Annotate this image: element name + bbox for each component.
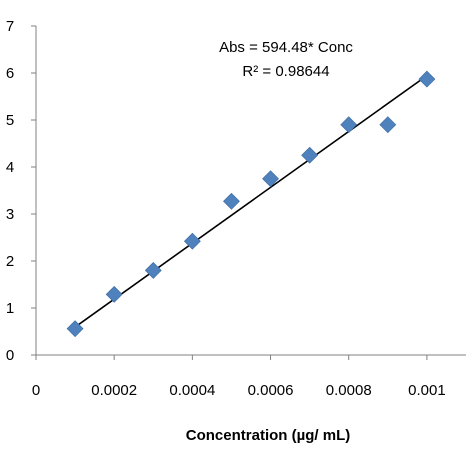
y-tick-label: 0	[6, 347, 14, 364]
x-tick-label: 0.0006	[248, 382, 294, 399]
data-point	[340, 116, 358, 134]
y-tick-label: 3	[6, 206, 14, 223]
y-tick-label: 5	[6, 112, 14, 129]
y-axis: 0 1 2 3 4 5 6 7	[6, 18, 37, 364]
data-point	[379, 116, 397, 134]
y-tick-label: 4	[6, 159, 14, 176]
data-point	[105, 285, 123, 303]
data-point	[66, 320, 84, 338]
trendline-segment	[74, 74, 428, 328]
data-points	[66, 70, 436, 338]
x-tick-label: 0	[32, 382, 40, 399]
data-point	[301, 146, 319, 164]
x-axis: 0 0.0002 0.0004 0.0006 0.0008 0.001	[32, 354, 466, 399]
x-tick-label: 0.001	[408, 382, 446, 399]
y-tick-label: 7	[6, 18, 14, 35]
x-tick-label: 0.0004	[169, 382, 215, 399]
y-tick-label: 2	[6, 253, 14, 270]
r-squared-annotation: R² = 0.98644	[242, 63, 329, 80]
y-tick-label: 1	[6, 300, 14, 317]
trendline	[74, 74, 428, 328]
x-tick-label: 0.0002	[91, 382, 137, 399]
equation-annotation: Abs = 594.48* Conc	[219, 39, 353, 56]
data-point	[223, 192, 240, 210]
data-point	[262, 170, 279, 188]
x-axis-title: Concentration (µg/ mL)	[186, 427, 350, 444]
data-point	[144, 261, 162, 279]
y-tick-label: 6	[6, 65, 14, 82]
x-tick-label: 0.0008	[326, 382, 372, 399]
data-point	[183, 232, 201, 250]
data-point	[418, 70, 436, 88]
